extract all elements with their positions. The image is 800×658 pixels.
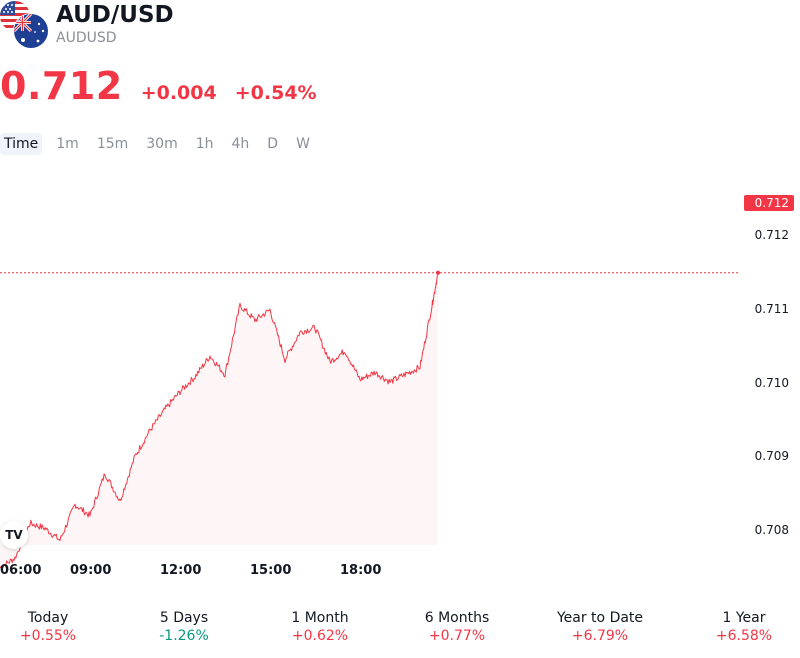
y-tick-label: 0.709 xyxy=(754,449,789,463)
y-tick-label: 0.710 xyxy=(754,376,789,390)
tab-30m[interactable]: 30m xyxy=(146,136,178,152)
symbol-title: AUD/USD xyxy=(56,2,174,28)
perf-label: 1 Year xyxy=(722,610,766,626)
interval-tabs: Time 1m 15m 30m 1h 4h D W xyxy=(0,132,324,156)
perf-label: 5 Days xyxy=(159,610,209,626)
perf-6-months[interactable]: 6 Months +0.77% xyxy=(425,610,490,644)
x-tick-label: 09:00 xyxy=(70,563,112,578)
tab-4h[interactable]: 4h xyxy=(231,136,250,152)
last-price: 0.712 xyxy=(0,64,123,108)
price-change-percent: +0.54% xyxy=(234,82,317,104)
tab-w[interactable]: W xyxy=(296,136,310,152)
chart-area-fill xyxy=(0,272,438,570)
au-flag-icon xyxy=(14,14,48,48)
performance-summary: Today +0.55% 5 Days -1.26% 1 Month +0.62… xyxy=(0,610,800,650)
tab-d[interactable]: D xyxy=(267,136,279,152)
x-tick-label: 18:00 xyxy=(340,563,382,578)
perf-1-year[interactable]: 1 Year +6.58% xyxy=(716,610,772,644)
chart-canvas xyxy=(0,270,740,570)
y-tick-label: 0.711 xyxy=(754,302,789,316)
currency-flags xyxy=(0,0,50,50)
tab-time[interactable]: Time xyxy=(0,133,43,155)
price-chart[interactable]: 0.712 0.712 0.711 0.710 0.709 0.708 06:0… xyxy=(0,185,800,585)
perf-1-month[interactable]: 1 Month +0.62% xyxy=(291,610,348,644)
us-flag-icon xyxy=(0,1,49,49)
y-tick-label: 0.712 xyxy=(754,228,789,242)
perf-value: +6.58% xyxy=(715,628,773,644)
price-series-line xyxy=(0,272,439,570)
y-tick-label: 0.708 xyxy=(754,523,789,537)
perf-year-to-date[interactable]: Year to Date +6.79% xyxy=(557,610,643,644)
perf-label: 6 Months xyxy=(424,610,490,626)
x-tick-label: 12:00 xyxy=(160,563,202,578)
perf-5-days[interactable]: 5 Days -1.26% xyxy=(159,610,209,644)
price-change: +0.004 xyxy=(140,82,217,104)
tab-1h[interactable]: 1h xyxy=(195,136,214,152)
tab-15m[interactable]: 15m xyxy=(96,136,129,152)
perf-value: +6.79% xyxy=(571,628,629,644)
perf-value: +0.62% xyxy=(291,628,349,644)
perf-value: +0.77% xyxy=(428,628,486,644)
last-price-dot xyxy=(436,270,440,275)
perf-label: Today xyxy=(27,610,69,626)
last-price-tag: 0.712 xyxy=(744,195,794,211)
tab-1m[interactable]: 1m xyxy=(56,136,79,152)
x-tick-label: 15:00 xyxy=(250,563,292,578)
x-tick-label: 06:00 xyxy=(0,563,42,578)
perf-today[interactable]: Today +0.55% xyxy=(20,610,76,644)
perf-label: 1 Month xyxy=(291,610,349,626)
symbol-ticker: AUDUSD xyxy=(56,30,117,46)
tradingview-logo[interactable]: TV xyxy=(0,521,28,549)
perf-value: -1.26% xyxy=(159,628,209,644)
perf-value: +0.55% xyxy=(19,628,77,644)
quote-row: 0.712 +0.004 +0.54% xyxy=(0,64,317,110)
perf-label: Year to Date xyxy=(556,610,644,626)
